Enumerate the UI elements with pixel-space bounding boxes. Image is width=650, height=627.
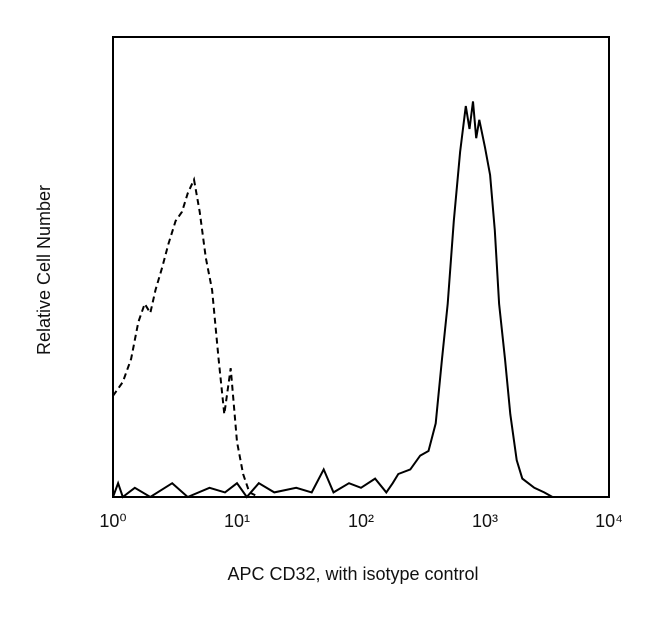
x-tick-label: 10¹ (224, 511, 250, 531)
y-axis-label: Relative Cell Number (34, 185, 54, 355)
x-tick-label: 10⁴ (595, 511, 623, 531)
x-tick-label: 10² (348, 511, 374, 531)
x-tick-label: 10³ (472, 511, 498, 531)
x-axis-label: APC CD32, with isotype control (227, 564, 478, 584)
plot-frame (112, 36, 610, 498)
x-tick-label: 10⁰ (99, 511, 126, 531)
series-line (112, 176, 560, 498)
series-line (112, 101, 553, 499)
